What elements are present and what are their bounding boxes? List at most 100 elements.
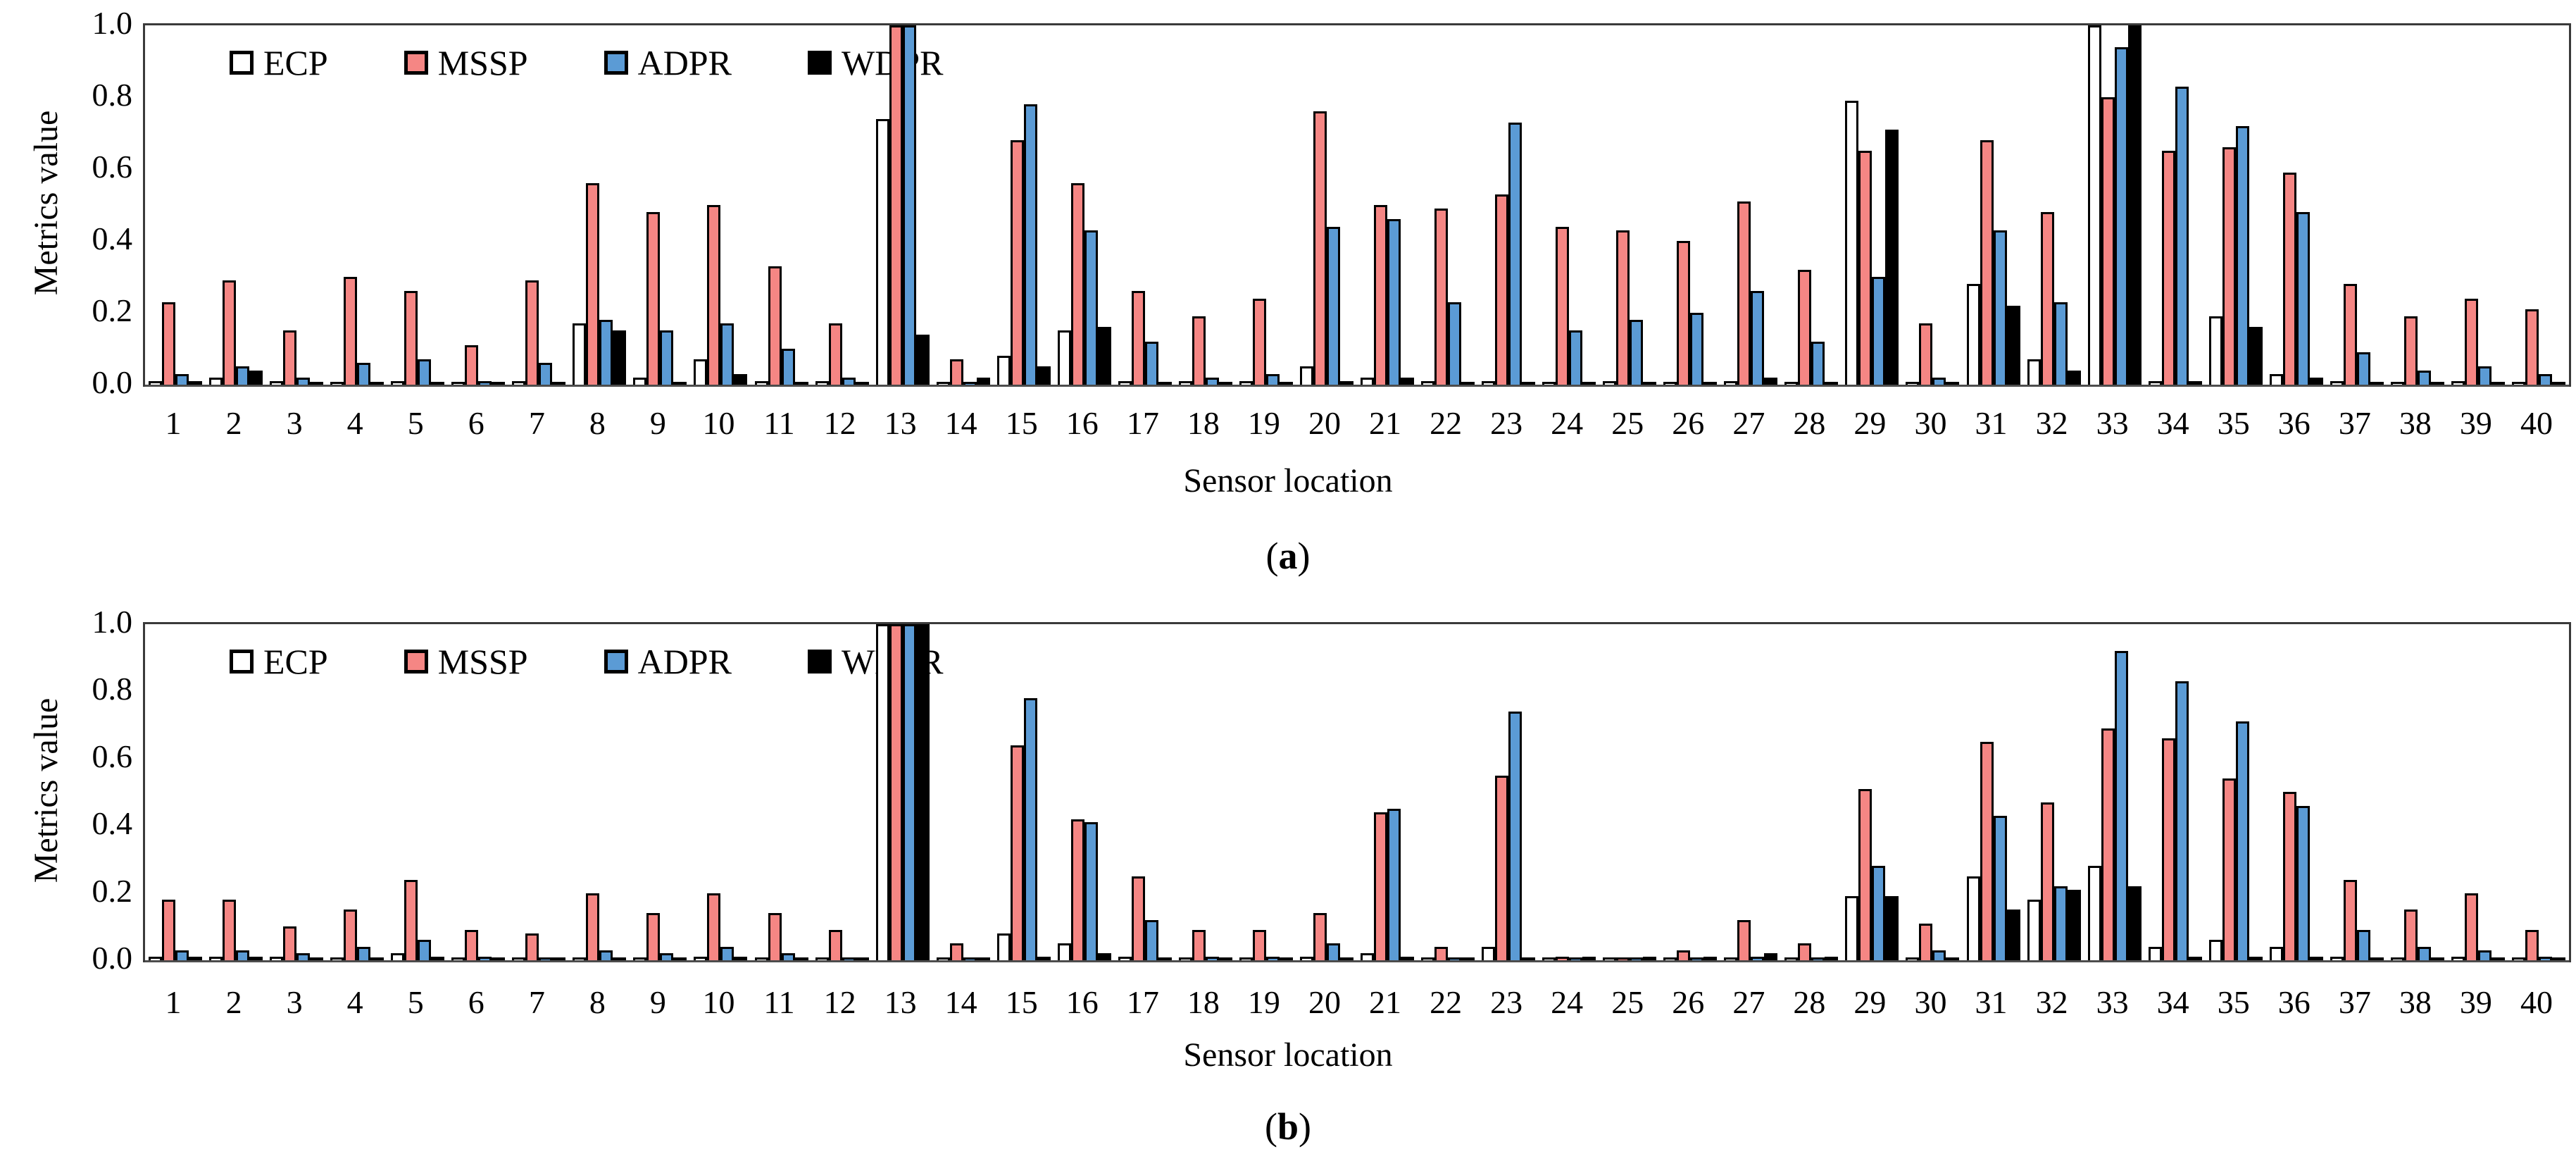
x-tick-label: 2	[225, 984, 242, 1020]
bar-wdpr-b-37	[2370, 957, 2384, 960]
bar-group-a-2	[209, 25, 263, 385]
bar-ecp-b-22	[1421, 957, 1435, 960]
bar-mssp-a-33	[2101, 97, 2115, 385]
bar-mssp-a-37	[2343, 284, 2357, 385]
x-tick-label: 11	[763, 984, 795, 1020]
bar-adpr-b-6	[478, 957, 492, 960]
x-tick-label: 15	[1005, 405, 1038, 441]
bar-adpr-b-8	[599, 950, 613, 960]
bar-mssp-a-26	[1677, 241, 1691, 385]
bar-adpr-a-3	[296, 378, 311, 385]
bar-group-b-19	[1239, 624, 1293, 960]
bar-mssp-b-7	[525, 933, 539, 960]
bar-mssp-a-40	[2525, 309, 2539, 385]
bar-wdpr-a-9	[673, 382, 687, 385]
bar-wdpr-a-12	[855, 382, 869, 385]
bar-adpr-a-8	[599, 320, 613, 385]
x-tick-label: 40	[2520, 405, 2553, 441]
x-tick-label: 14	[944, 984, 977, 1020]
bar-ecp-a-26	[1663, 382, 1677, 385]
bar-adpr-a-27	[1751, 291, 1765, 385]
bar-group-b-14	[936, 624, 990, 960]
bar-ecp-b-14	[936, 957, 950, 960]
bar-adpr-b-38	[2417, 947, 2431, 960]
bar-adpr-a-39	[2477, 366, 2491, 385]
bar-ecp-b-33	[2087, 866, 2101, 960]
bar-group-b-27	[1724, 624, 1778, 960]
y-tick-label: 0.6	[92, 738, 133, 774]
x-tick-label: 35	[2217, 984, 2250, 1020]
bar-mssp-a-9	[646, 212, 661, 385]
bar-adpr-b-7	[539, 957, 553, 960]
bar-mssp-b-24	[1556, 957, 1570, 960]
legend-label: ECP	[263, 642, 328, 681]
bar-mssp-a-21	[1374, 205, 1388, 385]
bar-mssp-b-28	[1798, 943, 1812, 960]
bar-adpr-a-17	[1144, 342, 1158, 385]
bar-ecp-a-10	[694, 359, 708, 385]
legend-label: MSSP	[437, 642, 528, 681]
x-tick-label: 8	[589, 405, 606, 441]
x-tick-label: 10	[702, 405, 735, 441]
x-tick-label: 4	[346, 984, 363, 1020]
bar-adpr-b-31	[1993, 816, 2007, 960]
bar-mssp-b-23	[1495, 776, 1509, 960]
bar-wdpr-b-25	[1643, 957, 1657, 960]
bar-wdpr-a-18	[1218, 382, 1232, 385]
bar-mssp-a-11	[768, 266, 782, 385]
bar-mssp-a-30	[1919, 323, 1933, 385]
bar-mssp-a-6	[465, 345, 479, 385]
x-axis-title: Sensor location	[1183, 462, 1393, 499]
bar-ecp-a-3	[270, 381, 284, 385]
y-axis-title: Metrics value	[27, 697, 65, 883]
bar-ecp-a-17	[1118, 381, 1132, 385]
bar-wdpr-a-31	[2006, 306, 2020, 385]
x-tick-label: 3	[286, 405, 303, 441]
legend-swatch-adpr	[604, 650, 628, 674]
bar-group-b-25	[1603, 624, 1657, 960]
bar-adpr-a-9	[660, 330, 674, 385]
bar-group-a-35	[2208, 25, 2263, 385]
x-tick-label: 26	[1672, 984, 1705, 1020]
bar-adpr-a-33	[2114, 47, 2128, 385]
bar-adpr-b-32	[2053, 886, 2068, 960]
bar-adpr-a-31	[1993, 230, 2007, 385]
x-tick-label: 37	[2338, 984, 2371, 1020]
x-tick-label: 20	[1308, 405, 1341, 441]
legend-item-ecp: ECP	[230, 45, 328, 80]
bar-ecp-b-2	[209, 957, 223, 960]
bar-adpr-b-24	[1569, 957, 1583, 960]
bar-ecp-b-1	[149, 957, 163, 960]
bar-wdpr-a-23	[1522, 382, 1536, 385]
bar-mssp-a-18	[1192, 316, 1206, 385]
bar-wdpr-a-38	[2430, 382, 2444, 385]
bar-group-b-34	[2148, 624, 2202, 960]
bar-mssp-b-25	[1616, 957, 1630, 960]
bar-wdpr-b-6	[492, 957, 506, 960]
bar-wdpr-b-7	[552, 957, 566, 960]
bar-mssp-b-26	[1677, 950, 1691, 960]
bar-adpr-b-30	[1932, 950, 1946, 960]
bar-adpr-a-16	[1084, 230, 1098, 385]
bar-ecp-a-4	[330, 382, 344, 385]
bar-ecp-a-24	[1542, 382, 1556, 385]
bar-wdpr-b-27	[1764, 953, 1778, 960]
x-tick-label: 6	[468, 984, 484, 1020]
bar-group-a-19	[1239, 25, 1293, 385]
bar-wdpr-a-3	[310, 382, 324, 385]
bar-ecp-a-32	[2027, 359, 2041, 385]
x-tick-label: 27	[1732, 984, 1765, 1020]
bar-group-b-16	[1057, 624, 1111, 960]
x-tick-label: 5	[407, 405, 424, 441]
bar-wdpr-a-34	[2188, 381, 2202, 385]
x-tick-label: 18	[1187, 405, 1220, 441]
bar-adpr-a-24	[1569, 330, 1583, 385]
x-tick-label: 30	[1914, 405, 1947, 441]
bar-adpr-b-21	[1387, 809, 1401, 960]
bar-adpr-b-5	[418, 940, 432, 960]
x-tick-label: 24	[1551, 405, 1584, 441]
x-tick-label: 12	[823, 984, 856, 1020]
bar-group-b-30	[1906, 624, 1960, 960]
bar-adpr-a-1	[175, 374, 189, 385]
x-tick-label: 33	[2096, 405, 2129, 441]
